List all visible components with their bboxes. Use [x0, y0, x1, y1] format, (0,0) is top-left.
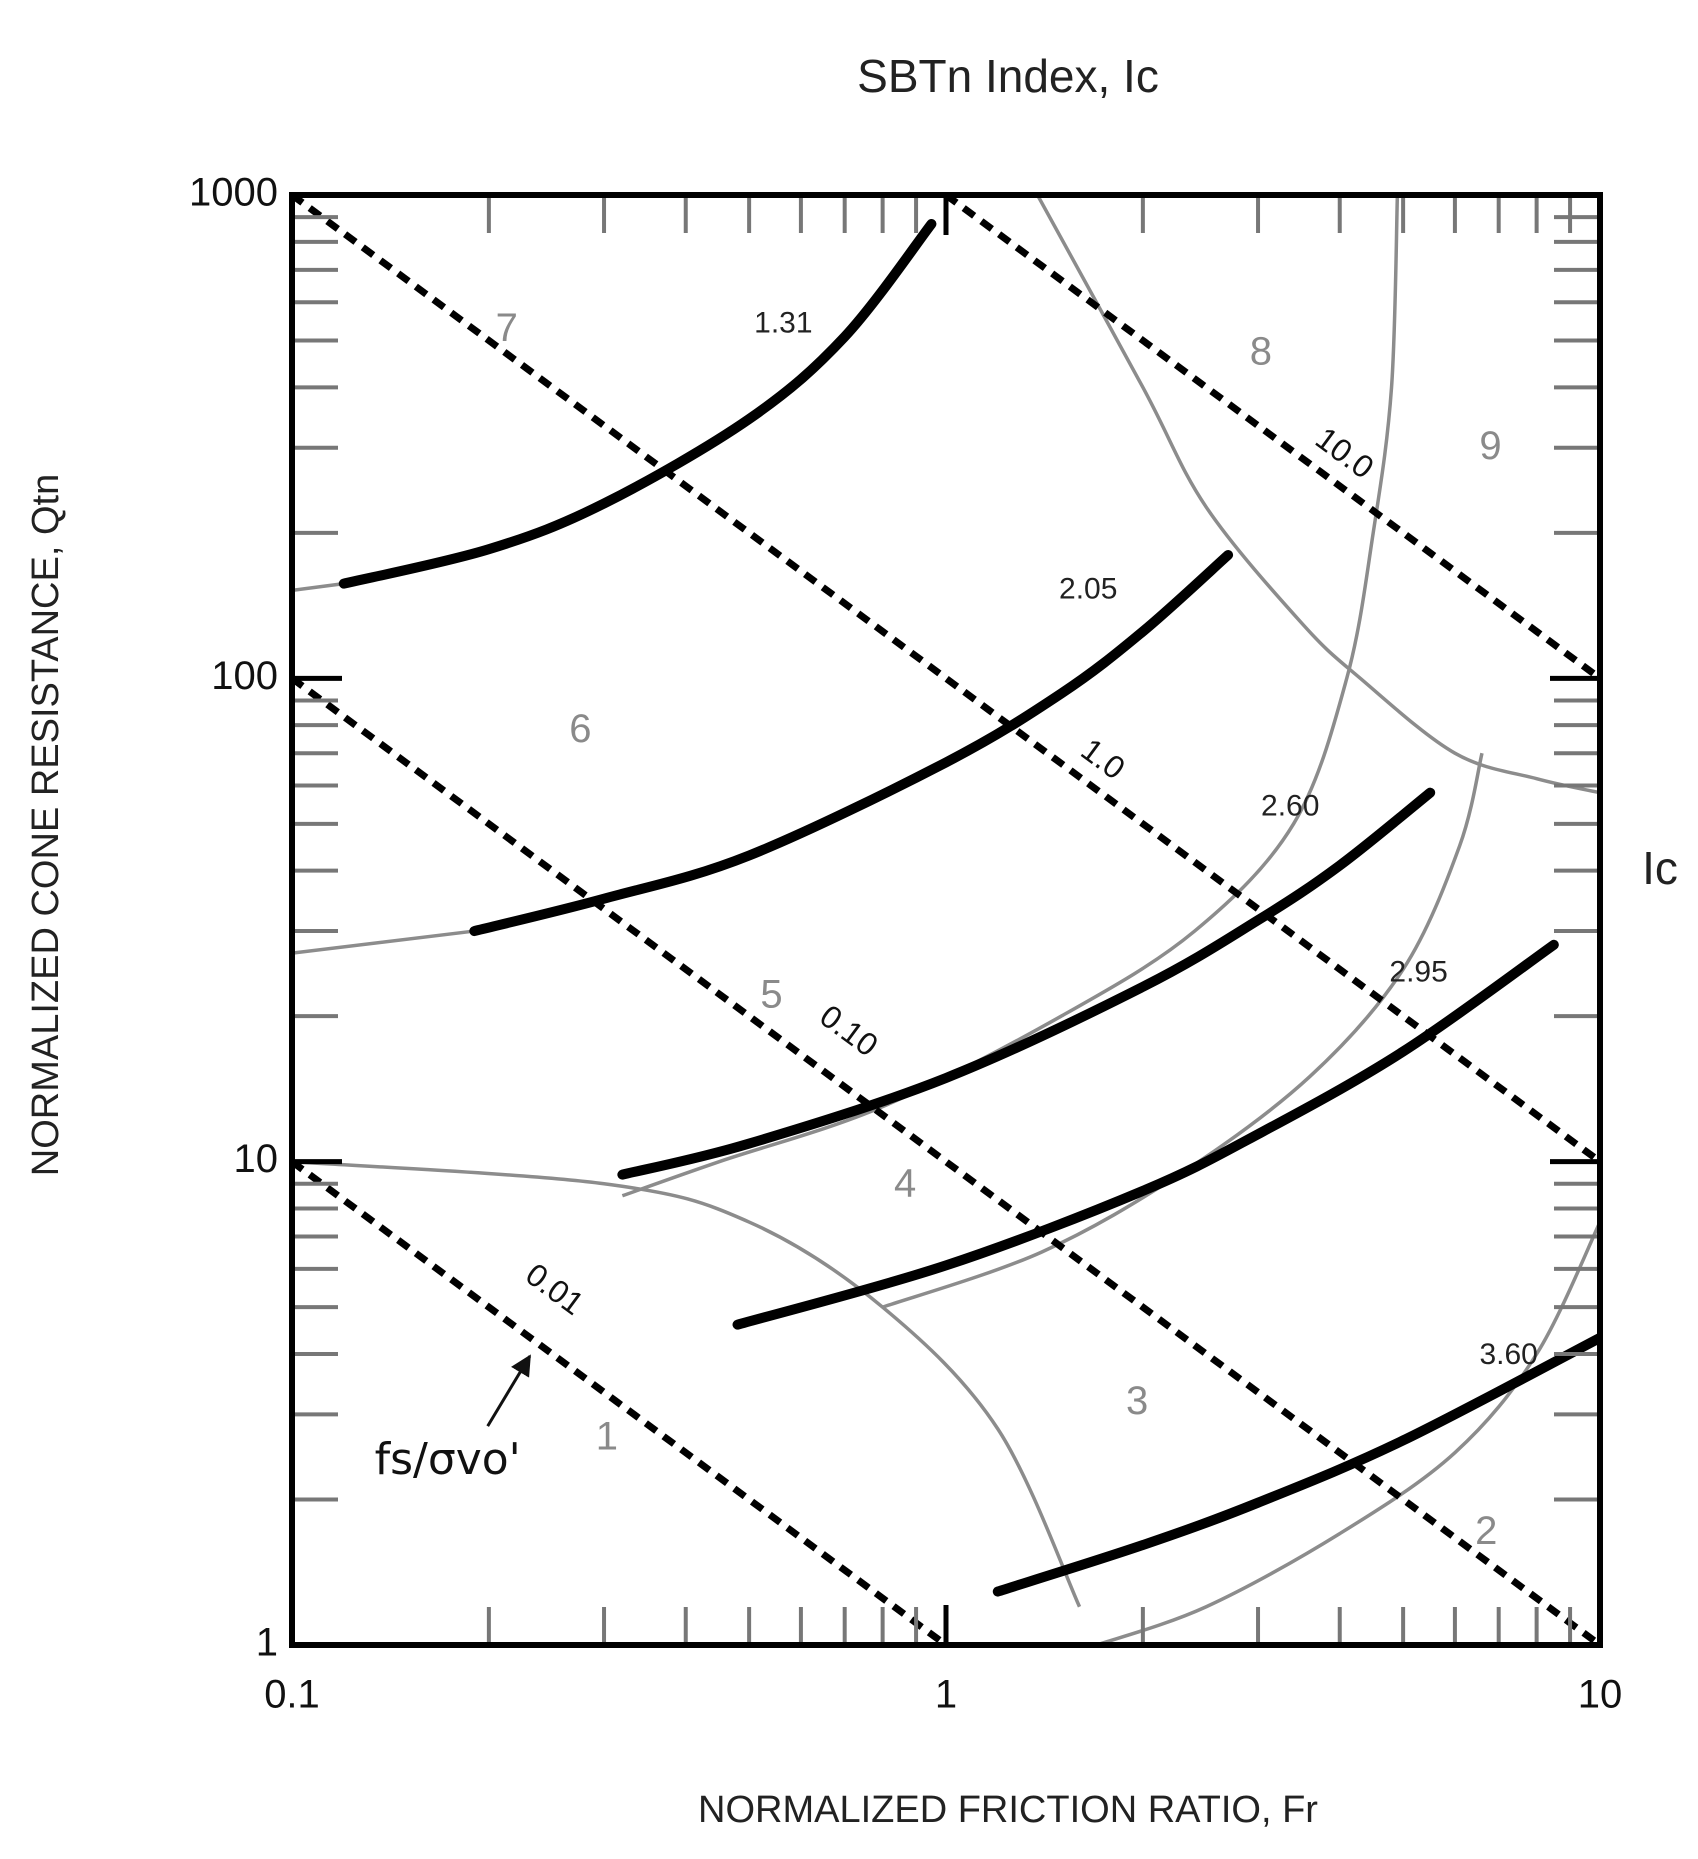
thin-curve: [882, 752, 1484, 1309]
ic-label: 2.60: [1261, 790, 1319, 823]
annotation-arrow: [486, 1354, 532, 1427]
ic-label: 2.95: [1389, 955, 1447, 988]
y-tick-label: 1: [256, 1621, 278, 1665]
thin-curve: [292, 1159, 1082, 1608]
thin-curve: [1096, 1221, 1600, 1645]
x-tick-label: 1: [935, 1673, 957, 1717]
zone-label: 1: [596, 1414, 618, 1458]
stress-ratio-label: 0.01: [519, 1256, 590, 1322]
thin-curve: [292, 929, 475, 955]
chart-title: SBTn Index, Ic: [857, 50, 1159, 102]
thick-curve: [338, 218, 937, 589]
dashed-curve: [292, 1158, 949, 1645]
x-tick-label: 0.1: [264, 1673, 320, 1717]
ic-label: 1.31: [754, 307, 812, 340]
plot-area: [292, 195, 1600, 1645]
zone-label: 9: [1479, 424, 1501, 468]
y-tick-label: 1000: [189, 171, 278, 215]
zone-label: 6: [569, 707, 591, 751]
zone-label: 5: [760, 973, 782, 1017]
thick-curve: [617, 787, 1436, 1180]
dashed-curve: [943, 195, 1600, 682]
zone-label: 3: [1126, 1379, 1148, 1423]
thin-curve: [1035, 195, 1600, 795]
x-axis-label: NORMALIZED FRICTION RATIO, Fr: [698, 1789, 1318, 1831]
y-tick-label: 10: [234, 1137, 279, 1181]
ic-label: 3.60: [1479, 1338, 1537, 1371]
zone-label: 7: [496, 306, 518, 350]
overlay: 0.1 1 10 1 10 100 1000 0.01 0.10 1.0 10.0 1.31 2.05 2…: [189, 171, 1622, 1717]
y-tick-label: 100: [211, 654, 278, 698]
y-axis-label: NORMALIZED CONE RESISTANCE, Qtn: [25, 474, 67, 1176]
stress-ratio-label: 10.0: [1309, 420, 1380, 486]
thick-curve: [992, 1332, 1600, 1597]
zone-label: 2: [1475, 1509, 1497, 1553]
stress-ratio-label: 0.10: [813, 998, 884, 1064]
thin-curve: [292, 581, 345, 593]
thin-curve: [621, 195, 1400, 1198]
plot-frame: [289, 192, 1603, 1648]
x-tick-label: 10: [1578, 1673, 1623, 1717]
thick-curve: [469, 549, 1234, 937]
thick-curve: [732, 939, 1559, 1330]
dashed-curve: [292, 675, 1600, 1645]
stress-ratio-label: 1.0: [1075, 731, 1132, 786]
zone-label: 4: [894, 1162, 916, 1206]
zone-label: 8: [1250, 329, 1272, 373]
dashed-curve: [292, 195, 1600, 1165]
right-label: Ic: [1642, 842, 1678, 894]
ic-label: 2.05: [1059, 572, 1117, 605]
annotation: fs/σvo': [375, 1434, 521, 1485]
